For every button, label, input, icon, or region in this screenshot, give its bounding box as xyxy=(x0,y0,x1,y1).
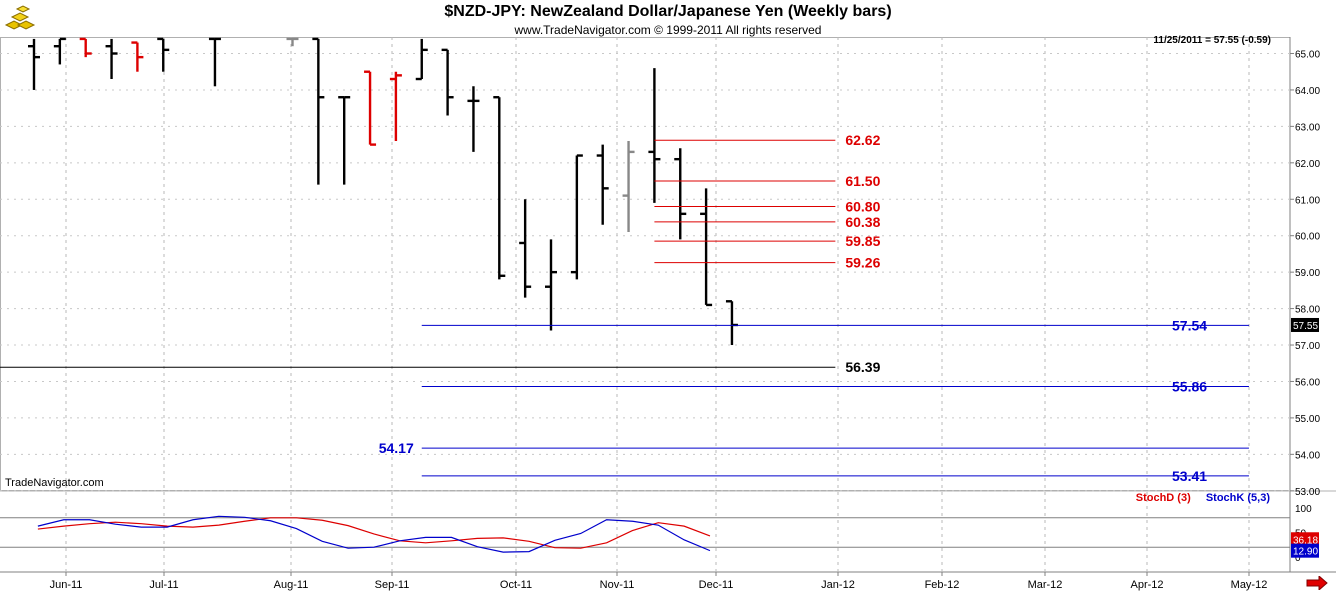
gold-bars-icon xyxy=(4,3,38,38)
level-label: 60.38 xyxy=(845,214,880,230)
y-tick-label: 64.00 xyxy=(1295,86,1320,97)
brand-label: TradeNavigator.com xyxy=(5,477,104,489)
legend-stochk: StochK (5,3) xyxy=(1205,492,1270,504)
red-arrow-icon[interactable] xyxy=(1306,574,1328,595)
x-tick-label: Aug-11 xyxy=(274,579,309,591)
x-tick-label: Nov-11 xyxy=(600,579,635,591)
stoch-value-text: 36.18 xyxy=(1293,535,1318,546)
x-tick-label: May-12 xyxy=(1231,579,1268,591)
x-tick-label: Sep-11 xyxy=(375,579,410,591)
level-label: 61.50 xyxy=(845,173,880,189)
y-tick-label: 56.00 xyxy=(1295,377,1320,388)
y-tick-label: 63.00 xyxy=(1295,122,1320,133)
level-label: 62.62 xyxy=(845,132,880,148)
copyright-text: www.TradeNavigator.com © 1999-2011 All r… xyxy=(514,23,822,37)
chart-title: $NZD-JPY: NewZealand Dollar/Japanese Yen… xyxy=(444,3,892,20)
y-tick-label: 59.00 xyxy=(1295,268,1320,279)
stoch-value-tag xyxy=(1291,532,1319,547)
stoch-line-k xyxy=(37,515,711,553)
stoch-value-tag xyxy=(1291,543,1319,558)
osc-y-tick-label: 0 xyxy=(1295,553,1301,564)
level-label: 56.39 xyxy=(845,359,880,375)
last-price-tag xyxy=(1291,317,1319,332)
y-tick-label: 61.00 xyxy=(1295,195,1320,206)
y-tick-label: 62.00 xyxy=(1295,159,1320,170)
y-tick-label: 60.00 xyxy=(1295,232,1320,243)
y-tick-label: 54.00 xyxy=(1295,450,1320,461)
x-tick-label: Mar-12 xyxy=(1028,579,1063,591)
last-price-text: 57.55 xyxy=(1293,321,1318,332)
level-label: 53.41 xyxy=(1172,468,1207,484)
level-label: 55.86 xyxy=(1172,379,1207,395)
level-label: 59.85 xyxy=(845,233,880,249)
x-tick-label: Apr-12 xyxy=(1130,579,1163,591)
price-panel-frame xyxy=(0,37,1291,491)
legend-stochd: StochD (3) xyxy=(1135,492,1191,504)
y-tick-label: 58.00 xyxy=(1295,305,1320,316)
x-tick-label: Jan-12 xyxy=(821,579,855,591)
y-tick-label: 53.00 xyxy=(1295,487,1320,498)
level-label: 54.17 xyxy=(379,440,414,456)
last-quote: 11/25/2011 = 57.55 (-0.59) xyxy=(1153,35,1271,46)
stoch-line-d xyxy=(37,517,711,549)
level-label: 59.26 xyxy=(845,255,880,271)
x-tick-label: Jun-11 xyxy=(50,579,83,591)
y-tick-label: 57.00 xyxy=(1295,341,1320,352)
x-tick-label: Jul-11 xyxy=(149,579,178,591)
level-label: 60.80 xyxy=(845,199,880,215)
level-label: 57.54 xyxy=(1172,317,1207,333)
osc-y-tick-label: 100 xyxy=(1295,504,1312,515)
y-tick-label: 55.00 xyxy=(1295,414,1320,425)
x-tick-label: Dec-11 xyxy=(699,579,734,591)
stoch-legend: StochD (3) StochK (5,3) xyxy=(1124,492,1270,504)
stoch-value-text: 12.90 xyxy=(1293,547,1318,558)
y-tick-label: 65.00 xyxy=(1295,50,1320,61)
x-tick-label: Feb-12 xyxy=(925,579,960,591)
x-tick-label: Oct-11 xyxy=(500,579,532,591)
